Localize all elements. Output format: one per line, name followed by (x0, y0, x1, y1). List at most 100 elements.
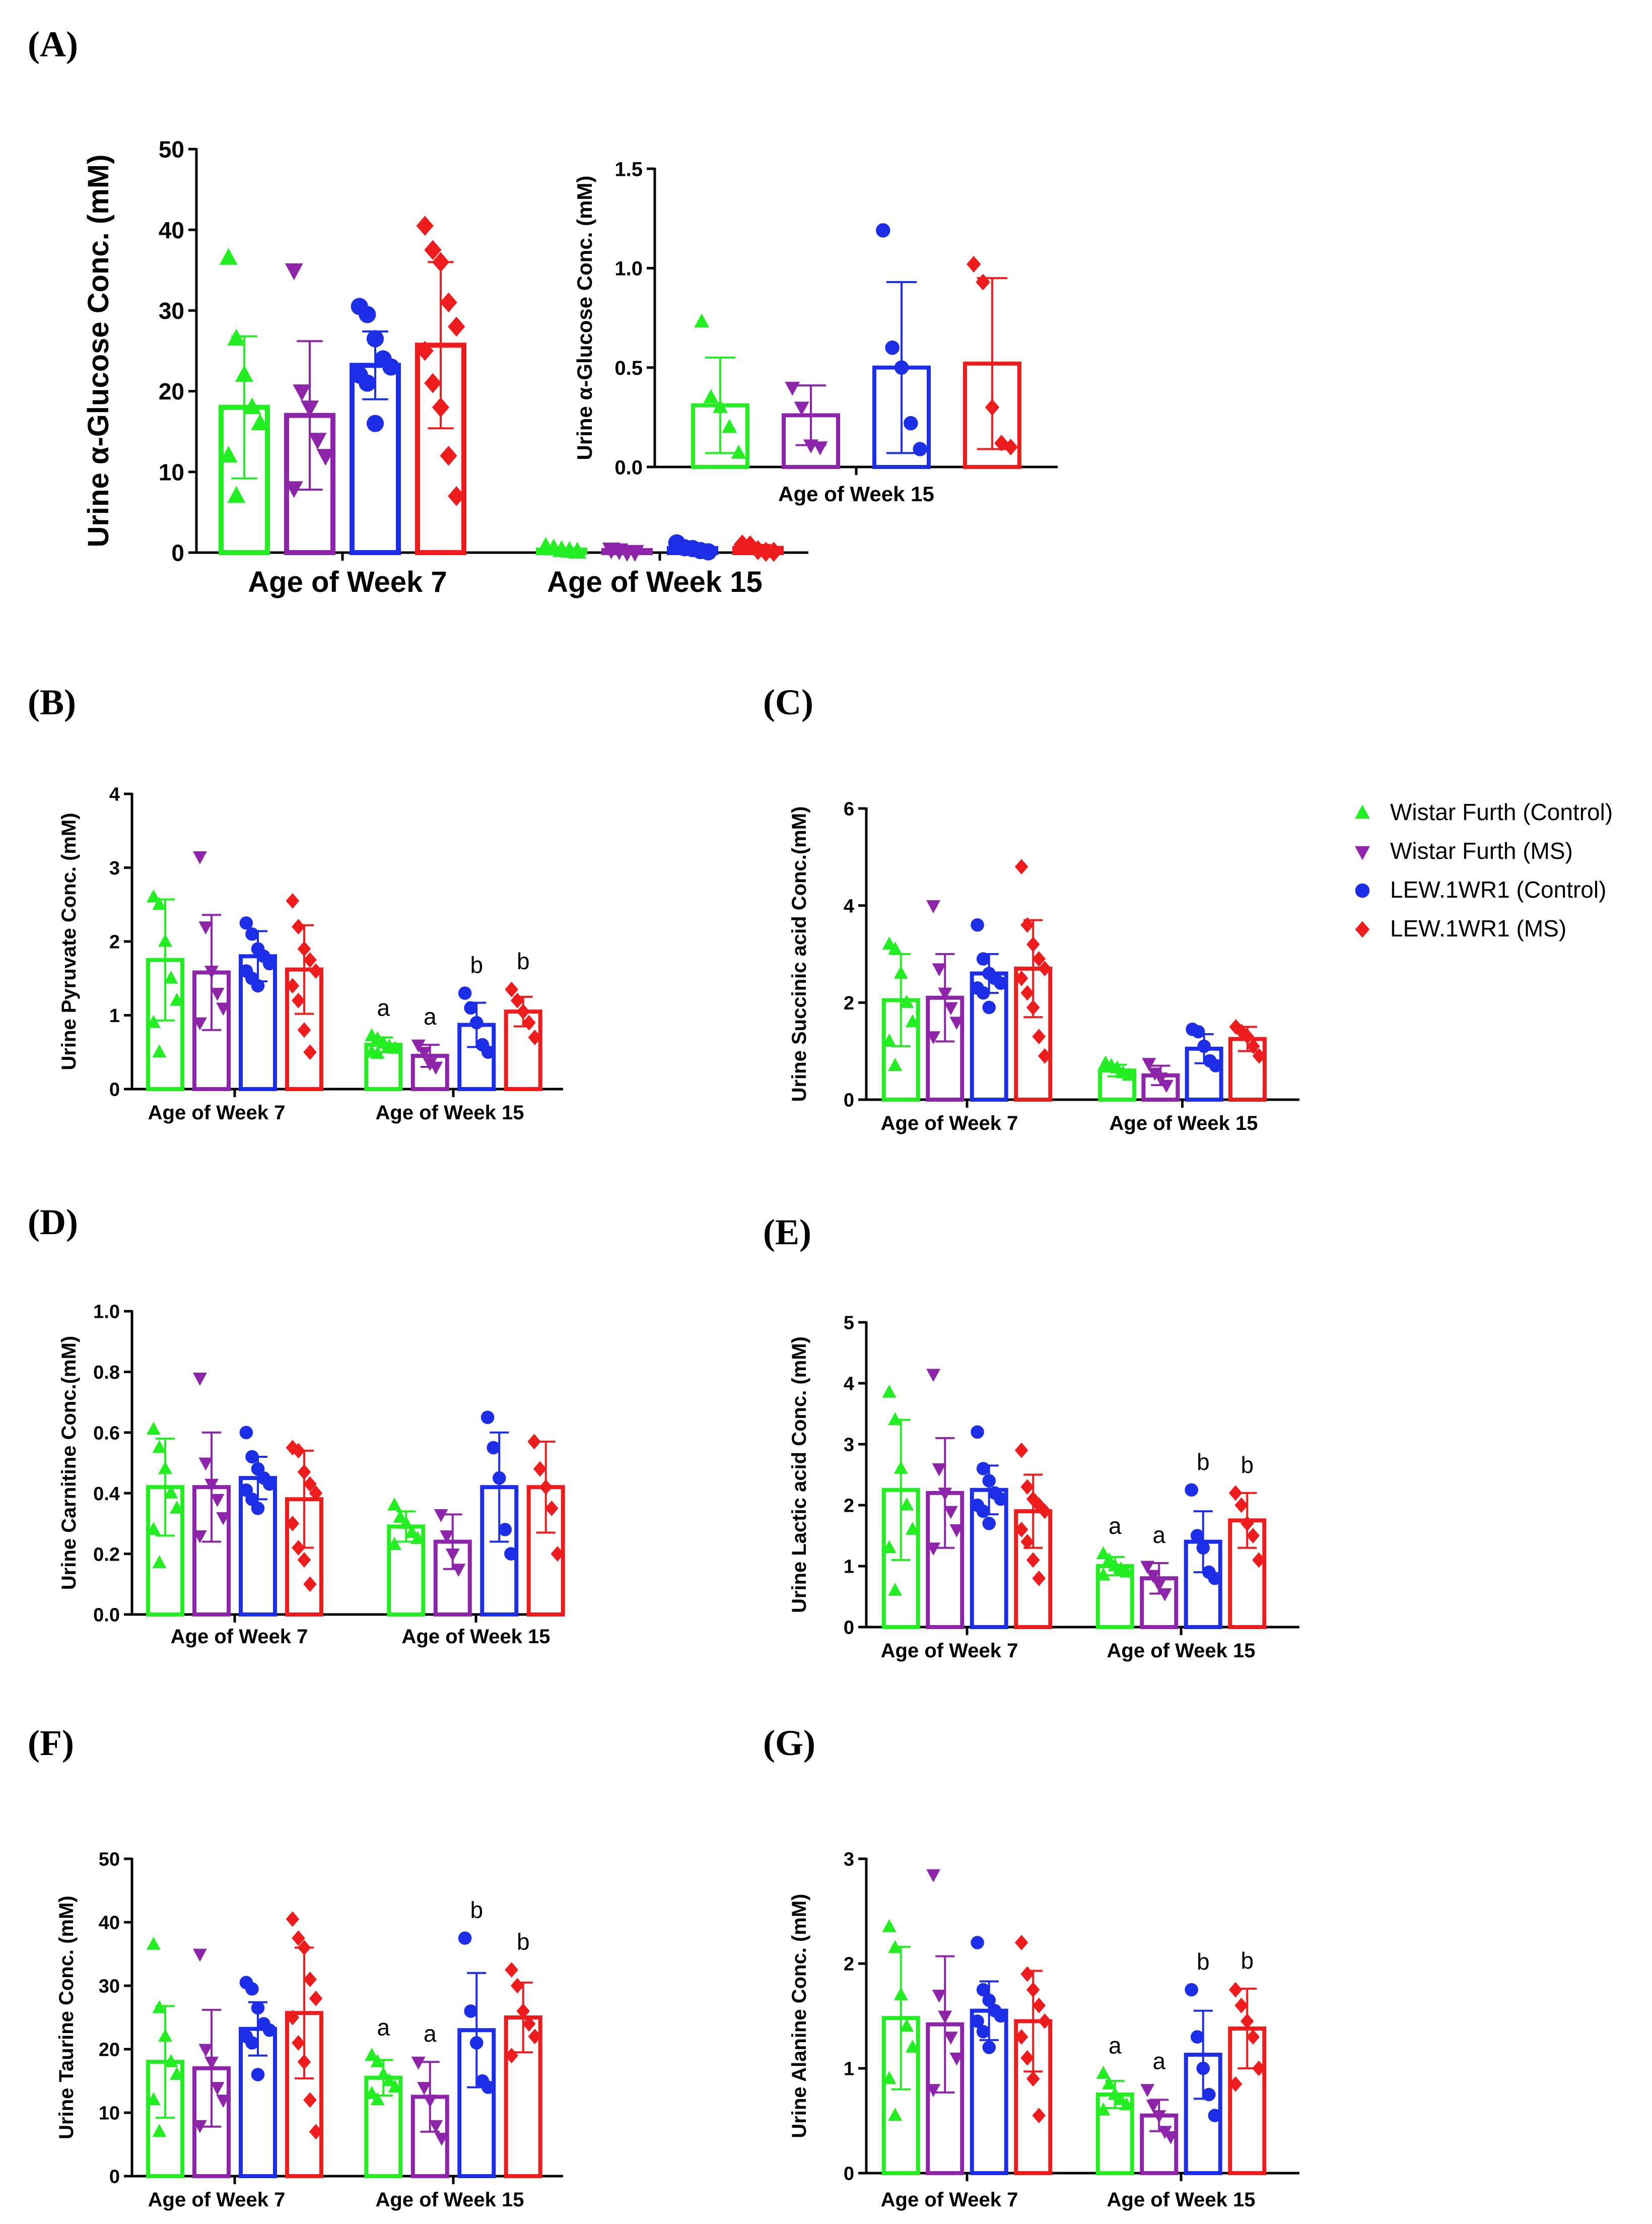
data-point (533, 1461, 547, 1477)
data-point (146, 1936, 161, 1950)
data-point (286, 1516, 300, 1531)
chart-A-inset: 0.0 0.5 1.0 1.5 Urine α-Glucose Conc. (mM) Ag… (573, 158, 1058, 506)
data-point (1197, 1039, 1211, 1053)
data-point (1146, 1570, 1160, 1583)
data-point (469, 2036, 484, 2050)
data-point (192, 1530, 207, 1543)
data-point (251, 2068, 265, 2081)
data-point (359, 306, 376, 323)
data-point (498, 1523, 512, 1536)
data-point (1096, 1546, 1111, 1560)
data-point (1020, 1479, 1034, 1495)
data-point (198, 2044, 213, 2057)
data-point (245, 2036, 259, 2050)
chart-C: 0 2 4 6 Urine Succinic acid Conc.(mM) (C) Age … (763, 682, 1299, 1134)
data-point (1190, 2030, 1204, 2044)
data-point (198, 921, 213, 935)
y-axis-label: Urine α-Glucose Conc. (mM) (82, 154, 115, 547)
panel-label: (F) (28, 1723, 74, 1763)
data-point (292, 2035, 305, 2051)
significance-label: a (1109, 2032, 1122, 2058)
data-point (1240, 1515, 1254, 1531)
y-tick-label: 5 (844, 1313, 854, 1334)
y-axis-label: Urine Lactic acid Conc. (mM) (788, 1336, 810, 1613)
chart-B: 0 1 2 3 4 Urine Pyruvate Conc. (mM) (B) Age of … (28, 682, 563, 1124)
panel-label: (D) (28, 1202, 78, 1242)
x-tick-label: Age of Week 7 (148, 1102, 286, 1124)
data-point (387, 1537, 402, 1551)
data-point (1003, 439, 1018, 456)
data-point (1152, 2110, 1166, 2123)
data-point (393, 1509, 407, 1523)
y-axis-label: Urine Alanine Conc. (mM) (788, 1894, 810, 2138)
data-point (1142, 1058, 1156, 1071)
significance-label: a (377, 2014, 390, 2041)
data-point (812, 441, 828, 456)
data-point (926, 1542, 941, 1556)
data-point (429, 2120, 443, 2133)
data-point (227, 328, 246, 346)
x-tick-label: Age of Week 15 (402, 1626, 550, 1648)
data-point (1032, 1997, 1046, 2013)
legend-label: Wistar Furth (Control) (1390, 799, 1613, 825)
data-point (1246, 2029, 1260, 2045)
data-point (210, 988, 225, 1001)
x-tick-label: Age of Week 15 (1107, 2189, 1256, 2211)
data-point (749, 540, 767, 560)
data-point (982, 1993, 996, 2007)
data-point (216, 1512, 231, 1525)
data-point (1014, 970, 1028, 986)
y-tick-label: 1.0 (614, 258, 643, 280)
data-point (985, 399, 1000, 416)
data-point (481, 1045, 495, 1059)
data-point (303, 1972, 317, 1987)
data-point (170, 2067, 184, 2080)
data-point (1247, 1038, 1260, 1054)
data-point (424, 373, 442, 393)
chart-F: 0 10 20 30 40 50 Urine Taurine Conc. (mM) (F) Ag… (28, 1723, 563, 2211)
data-point (982, 1517, 996, 1530)
data-point (926, 1031, 941, 1045)
data-point (359, 374, 376, 392)
y-tick-label: 0 (844, 2164, 854, 2185)
data-point (251, 1502, 265, 1515)
data-point (932, 1463, 946, 1476)
data-point (626, 545, 644, 562)
data-point (926, 2084, 941, 2097)
y-tick-label: 2 (844, 1496, 854, 1517)
data-point (982, 1000, 996, 1015)
data-point (146, 1522, 161, 1535)
significance-label: b (1241, 1947, 1254, 1974)
data-point (423, 2095, 437, 2108)
data-point (440, 1530, 454, 1543)
data-point (700, 543, 717, 561)
data-point (882, 1540, 897, 1554)
data-point (539, 1479, 553, 1495)
data-point (527, 1434, 541, 1450)
legend-marker (1355, 804, 1370, 819)
panel-label: (A) (28, 24, 78, 64)
data-point (882, 1384, 897, 1398)
data-point (994, 976, 1008, 990)
y-tick-label: 3 (844, 1849, 854, 1870)
data-point (1038, 1048, 1052, 1064)
data-point (292, 1930, 305, 1946)
data-point (949, 1524, 964, 1537)
data-point (286, 1911, 300, 1927)
data-point (1014, 1442, 1028, 1458)
data-point (893, 966, 908, 979)
data-point (971, 1425, 984, 1439)
data-point (487, 1441, 500, 1455)
y-tick-label: 1 (844, 2059, 854, 2080)
data-point (285, 481, 303, 498)
significance-label: a (377, 995, 390, 1021)
significance-label: b (1197, 1948, 1210, 1975)
data-point (971, 918, 984, 932)
x-tick-label: Age of Week 15 (1107, 1640, 1256, 1662)
data-point (505, 2048, 518, 2063)
data-point (411, 2056, 426, 2070)
data-point (904, 416, 918, 431)
data-point (192, 1017, 207, 1031)
